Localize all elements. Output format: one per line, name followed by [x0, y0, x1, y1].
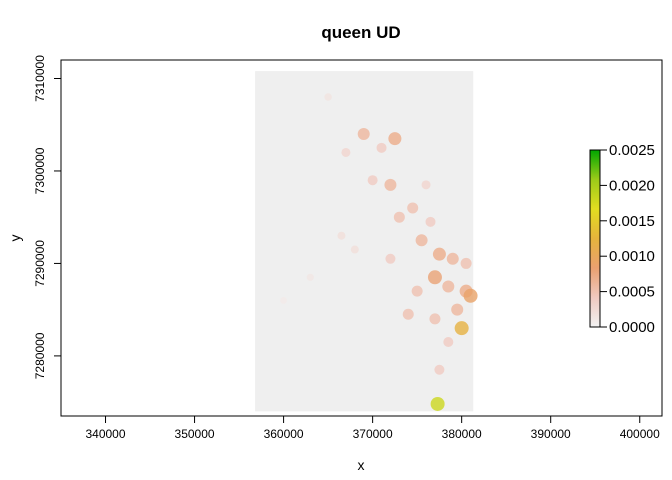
y-tick-label: 7300000 [33, 147, 47, 194]
ud-cell [407, 202, 419, 214]
ud-cell [460, 257, 472, 269]
ud-cell [443, 337, 454, 348]
ud-cell [442, 280, 455, 293]
x-axis-label: x [358, 457, 365, 473]
x-tick-label: 390000 [531, 427, 571, 441]
legend-tick-label: 0.0015 [609, 213, 655, 230]
color-legend: 0.0000 0.0005 0.0010 0.0015 0.0020 0.0025 [589, 142, 655, 336]
chart-title: queen UD [321, 23, 400, 42]
ud-cell [429, 313, 441, 325]
ud-cell [463, 288, 478, 303]
raster-layer [255, 71, 478, 412]
legend-tick-label: 0.0005 [609, 284, 655, 301]
x-axis: 340000 350000 360000 370000 380000 390000 4000… [85, 415, 660, 441]
ud-cell [425, 216, 436, 227]
ud-cell [337, 231, 346, 240]
ud-cell [341, 147, 351, 157]
ud-cell [402, 308, 414, 320]
legend-tick-label: 0.0010 [609, 248, 655, 265]
ud-cell [367, 175, 378, 186]
legend-tick-label: 0.0000 [609, 319, 655, 336]
y-tick-label: 7310000 [33, 55, 47, 102]
x-tick-label: 370000 [353, 427, 393, 441]
ud-cell [306, 273, 314, 281]
ud-cell [432, 247, 446, 261]
ud-cell [376, 142, 387, 153]
ud-cell [385, 253, 396, 264]
y-tick-label: 7290000 [33, 240, 47, 287]
x-tick-label: 380000 [442, 427, 482, 441]
ud-cell [454, 321, 469, 336]
ud-cell [384, 178, 397, 191]
ud-cell [357, 127, 370, 140]
legend-tick-label: 0.0025 [609, 142, 655, 159]
ud-cell [421, 180, 431, 190]
ud-cell [280, 297, 287, 304]
y-axis-label: y [7, 235, 23, 242]
legend-bar [589, 149, 601, 328]
ud-cell [350, 245, 359, 254]
ud-cell [427, 270, 442, 285]
ud-cell [451, 303, 464, 316]
x-tick-label: 360000 [264, 427, 304, 441]
ud-cell [388, 132, 402, 146]
ud-cell [430, 396, 445, 411]
ud-cell [324, 93, 332, 101]
x-tick-label: 400000 [620, 427, 660, 441]
ud-cell [415, 234, 428, 247]
ud-cell [411, 285, 423, 297]
x-tick-label: 340000 [85, 427, 125, 441]
ud-cell [434, 364, 445, 375]
legend-tick-label: 0.0020 [609, 177, 655, 194]
ud-cell [446, 252, 459, 265]
y-axis: 7280000 7290000 7300000 7310000 [33, 55, 62, 379]
x-tick-label: 350000 [175, 427, 215, 441]
raster-extent [255, 71, 474, 412]
ud-cell [393, 211, 405, 223]
y-tick-label: 7280000 [33, 332, 47, 379]
